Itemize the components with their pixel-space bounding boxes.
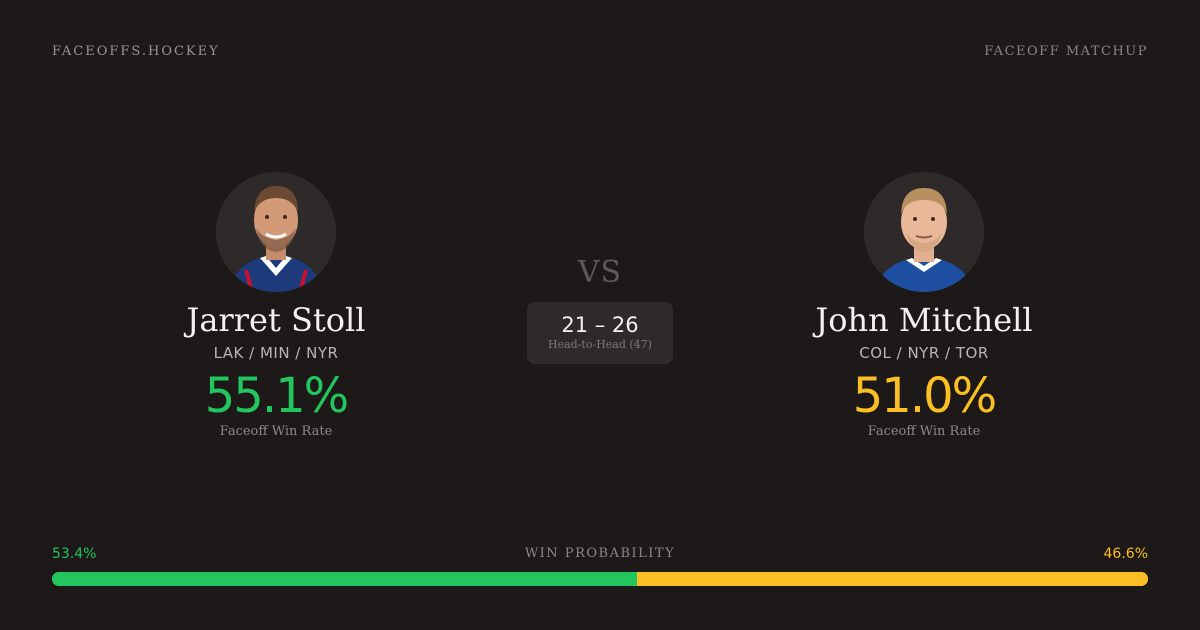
player-name[interactable]: Jarret Stoll [186, 301, 366, 339]
faceoff-win-rate-label: Faceoff Win Rate [867, 424, 981, 439]
win-probability-left: 53.4% [52, 546, 97, 562]
win-probability-bar [52, 572, 1148, 586]
player-teams: LAK / MIN / NYR [213, 344, 339, 362]
player-photo-avatar [864, 172, 984, 292]
player-teams: COL / NYR / TOR [859, 344, 989, 362]
win-probability-right: 46.6% [1103, 546, 1148, 562]
player-card-right: John Mitchell COL / NYR / TOR 51.0% Face… [764, 172, 1084, 439]
head-to-head-score: 21 – 26 [561, 313, 639, 337]
win-probability-bar-left [52, 572, 638, 586]
head-to-head-label: Head-to-Head (47) [548, 338, 652, 351]
faceoff-win-rate-label: Faceoff Win Rate [219, 424, 333, 439]
site-brand[interactable]: FACEOFFS.HOCKEY [52, 44, 220, 59]
win-probability-bar-right [637, 572, 1148, 586]
win-probability-title: WIN PROBABILITY [524, 546, 676, 561]
faceoff-win-rate: 55.1% [204, 368, 349, 424]
faceoff-win-rate: 51.0% [852, 368, 997, 424]
player-card-left: Jarret Stoll LAK / MIN / NYR 55.1% Faceo… [116, 172, 436, 439]
page-kind-label: FACEOFF MATCHUP [984, 44, 1148, 59]
versus-label: VS [577, 255, 623, 290]
player-photo-avatar [216, 172, 336, 292]
head-to-head-box: 21 – 26 Head-to-Head (47) [527, 302, 673, 364]
player-name[interactable]: John Mitchell [815, 301, 1033, 339]
